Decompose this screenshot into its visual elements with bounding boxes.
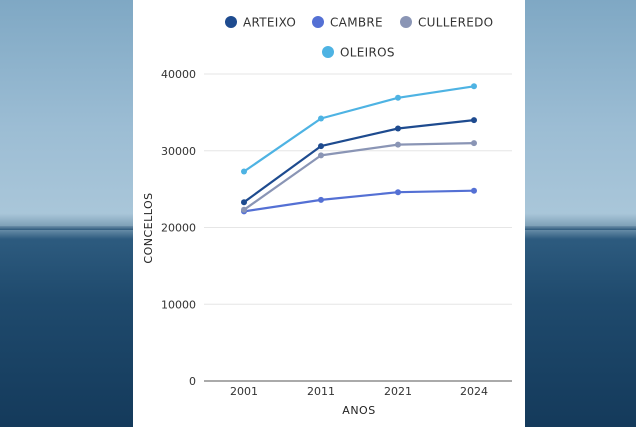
x-axis-title: ANOS <box>342 404 375 417</box>
data-point-culleredo <box>395 141 401 148</box>
legend-marker <box>312 16 324 28</box>
data-point-arteixo <box>241 199 247 206</box>
legend-marker <box>322 46 334 58</box>
y-axis-ticks: 0 10000 20000 30000 40000 <box>161 68 196 388</box>
legend: ARTEIXO CAMBRE CULLEREDO OLEIROS <box>225 16 493 60</box>
legend-label: ARTEIXO <box>243 16 296 30</box>
legend-label: CULLEREDO <box>418 16 493 30</box>
chart-panel <box>133 0 525 427</box>
x-tick-label: 2021 <box>384 385 412 398</box>
legend-label: OLEIROS <box>340 46 395 60</box>
y-tick-label: 20000 <box>161 222 196 235</box>
data-point-arteixo <box>318 143 324 150</box>
data-point-cambre <box>318 196 324 203</box>
data-point-culleredo <box>471 140 477 147</box>
gridlines <box>204 73 512 382</box>
data-point-oleiros <box>318 115 324 122</box>
series-lines <box>243 85 475 213</box>
data-point-cambre <box>395 189 401 196</box>
series-line-arteixo <box>243 119 475 204</box>
y-tick-label: 30000 <box>161 145 196 158</box>
series-line-oleiros <box>243 85 475 173</box>
y-tick-label: 10000 <box>161 298 196 311</box>
data-point-culleredo <box>318 152 324 159</box>
legend-label: CAMBRE <box>330 16 383 30</box>
data-point-arteixo <box>471 117 477 124</box>
data-point-oleiros <box>241 168 247 175</box>
data-point-arteixo <box>395 125 401 132</box>
x-tick-label: 2024 <box>460 385 488 398</box>
data-point-culleredo <box>241 206 247 213</box>
series-line-cambre <box>243 189 475 213</box>
y-axis-title: CONCELLOS <box>142 192 155 263</box>
legend-marker <box>400 16 412 28</box>
data-point-cambre <box>471 187 477 194</box>
y-tick-label: 0 <box>189 375 196 388</box>
legend-marker <box>225 16 237 28</box>
y-tick-label: 40000 <box>161 68 196 81</box>
x-axis-ticks: 2001 2011 2021 2024 <box>230 385 488 398</box>
x-tick-label: 2001 <box>230 385 258 398</box>
x-tick-label: 2011 <box>307 385 335 398</box>
data-point-oleiros <box>471 83 477 90</box>
data-point-oleiros <box>395 94 401 101</box>
series-points <box>241 83 477 215</box>
series-line-culleredo <box>243 142 475 211</box>
